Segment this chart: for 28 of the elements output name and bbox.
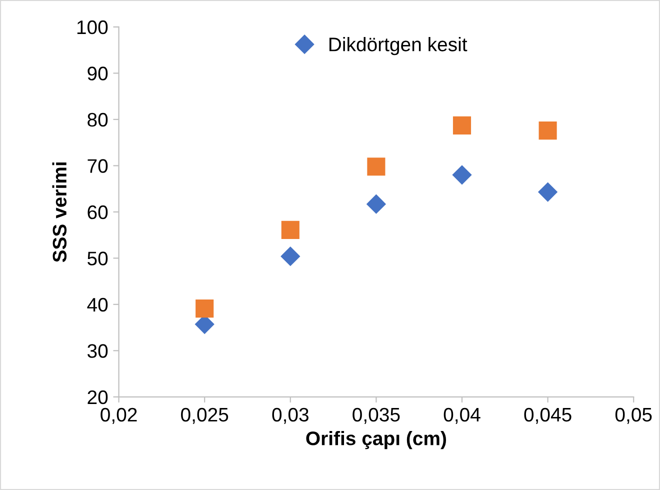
point [538,182,558,202]
x-tick-label: 0,05 [615,408,652,424]
point [452,165,472,184]
point [367,158,386,176]
y-tick-label: 100 [77,20,108,34]
y-tick-label: 30 [88,344,108,358]
point [280,246,300,266]
y-tick-label: 70 [88,159,108,173]
x-tick-label: 0,045 [524,408,572,424]
y-tick-label: 40 [87,298,108,312]
y-tick-label: 60 [88,205,108,220]
y-tick-label: 80 [88,112,108,127]
point [452,116,472,134]
point [196,300,214,318]
x-axis-title: Orifis çapı (cm) [306,431,446,450]
point [538,122,557,140]
x-tick-label: 0,02 [100,408,137,424]
x-tick-label: 0,03 [272,408,308,424]
x-tick-label: 0,035 [352,408,400,424]
legend-label: Dikdörtgen kesit [329,37,468,56]
y-tick-label: 20 [88,390,108,404]
x-tick-label: 0,04 [444,408,480,424]
point [281,220,300,239]
y-tick-label: 90 [88,66,108,80]
point [366,194,386,214]
x-tick-label: 0,025 [181,408,228,424]
y-tick-label: 50 [88,252,108,266]
y-axis-title: SSS verimi [52,162,67,262]
